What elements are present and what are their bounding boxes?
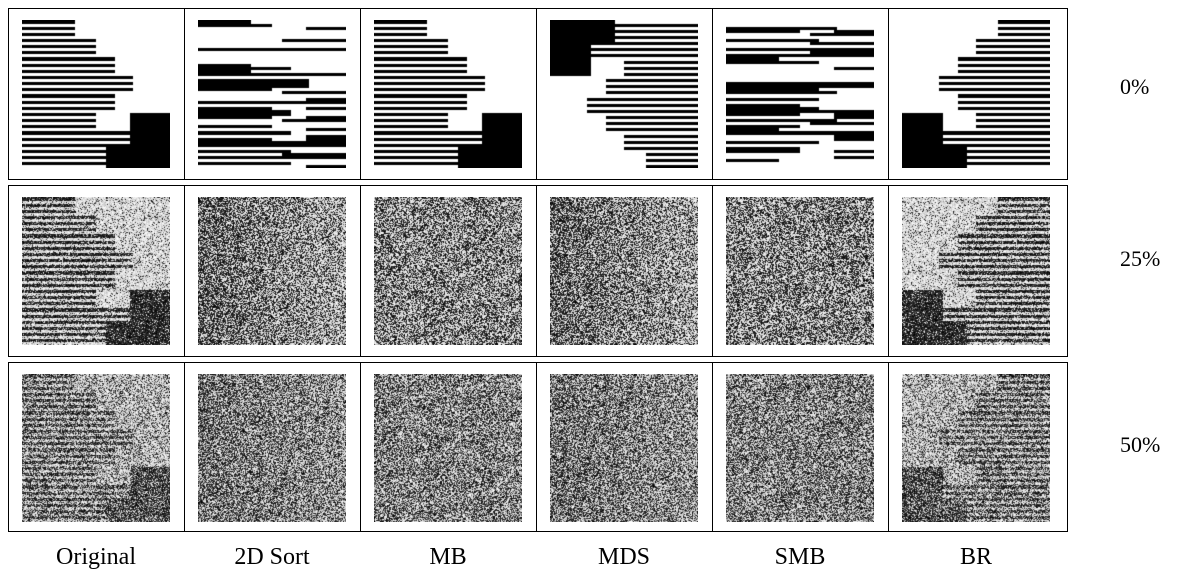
column-label-mds: MDS	[597, 544, 651, 570]
matrix-image	[22, 197, 170, 345]
matrix-image	[902, 374, 1050, 522]
column-divider	[184, 185, 185, 357]
column-divider	[888, 8, 889, 180]
column-divider	[712, 8, 713, 180]
matrix-image	[198, 20, 346, 168]
column-divider	[360, 8, 361, 180]
matrix-image	[726, 197, 874, 345]
row-frame-1	[8, 185, 1068, 357]
matrix-image	[374, 20, 522, 168]
column-label-smb: SMB	[774, 544, 826, 570]
column-label-mb: MB	[429, 544, 467, 570]
column-divider	[536, 362, 537, 532]
row-label-2: 50%	[1120, 432, 1161, 457]
matrix-image	[374, 197, 522, 345]
column-divider	[360, 185, 361, 357]
column-label-br: BR	[959, 544, 992, 570]
matrix-image	[902, 20, 1050, 168]
row-label-1: 25%	[1120, 246, 1161, 271]
matrix-image	[726, 374, 874, 522]
row-frame-0	[8, 8, 1068, 180]
row-frame-2	[8, 362, 1068, 532]
column-divider	[184, 362, 185, 532]
column-divider	[888, 185, 889, 357]
matrix-image	[198, 197, 346, 345]
matrix-image	[550, 197, 698, 345]
column-label-2d-sort: 2D Sort	[234, 544, 310, 570]
column-label-original: Original	[56, 544, 136, 570]
column-divider	[184, 8, 185, 180]
matrix-image	[902, 197, 1050, 345]
matrix-image	[374, 374, 522, 522]
matrix-image	[198, 374, 346, 522]
column-divider	[712, 362, 713, 532]
column-divider	[712, 185, 713, 357]
figure-grid	[8, 8, 1068, 532]
matrix-image	[550, 20, 698, 168]
matrix-image	[22, 20, 170, 168]
row-label-0: 0%	[1120, 74, 1150, 99]
column-divider	[888, 362, 889, 532]
matrix-image	[726, 20, 874, 168]
column-divider	[536, 185, 537, 357]
matrix-image	[22, 374, 170, 522]
column-divider	[360, 362, 361, 532]
column-divider	[536, 8, 537, 180]
matrix-image	[550, 374, 698, 522]
